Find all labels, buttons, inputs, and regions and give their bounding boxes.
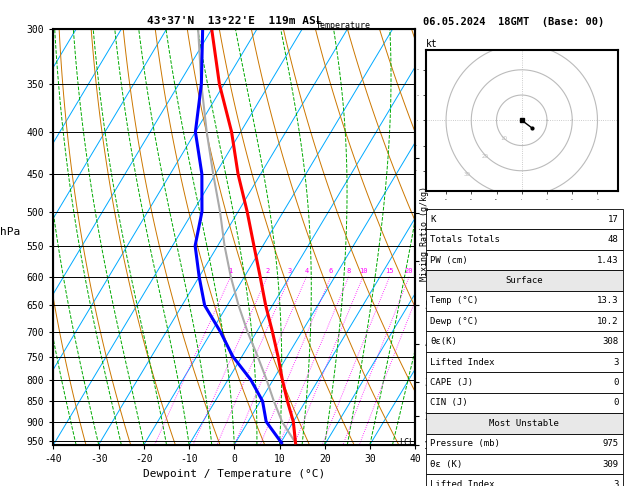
- Y-axis label: km
ASL: km ASL: [438, 237, 455, 259]
- Text: PW (cm): PW (cm): [430, 256, 468, 264]
- Text: 20: 20: [482, 154, 489, 159]
- Text: 8: 8: [347, 268, 351, 274]
- Text: Dewp (°C): Dewp (°C): [430, 317, 479, 326]
- Text: 1: 1: [228, 268, 233, 274]
- Text: 0: 0: [613, 378, 618, 387]
- Text: K: K: [430, 215, 436, 224]
- Text: CAPE (J): CAPE (J): [430, 378, 473, 387]
- Text: 10.2: 10.2: [597, 317, 618, 326]
- Text: 3: 3: [287, 268, 292, 274]
- Text: 48: 48: [608, 235, 618, 244]
- Text: kt: kt: [426, 39, 438, 49]
- Text: 309: 309: [602, 460, 618, 469]
- Text: 3: 3: [613, 358, 618, 366]
- Text: 2: 2: [265, 268, 269, 274]
- X-axis label: Dewpoint / Temperature (°C): Dewpoint / Temperature (°C): [143, 469, 325, 479]
- Text: Pressure (mb): Pressure (mb): [430, 439, 500, 448]
- Text: Lifted Index: Lifted Index: [430, 358, 495, 366]
- Text: Temp (°C): Temp (°C): [430, 296, 479, 305]
- Text: 308: 308: [602, 337, 618, 346]
- Text: θε(K): θε(K): [430, 337, 457, 346]
- Text: 6: 6: [329, 268, 333, 274]
- Text: LCL: LCL: [399, 438, 414, 447]
- Text: 10: 10: [359, 268, 367, 274]
- Text: CIN (J): CIN (J): [430, 399, 468, 407]
- Text: 0: 0: [613, 399, 618, 407]
- Text: 17: 17: [608, 215, 618, 224]
- Text: θε (K): θε (K): [430, 460, 462, 469]
- Title: 43°37'N  13°22'E  119m ASL: 43°37'N 13°22'E 119m ASL: [147, 16, 322, 26]
- Text: 06.05.2024  18GMT  (Base: 00): 06.05.2024 18GMT (Base: 00): [423, 17, 604, 27]
- Text: Lifted Index: Lifted Index: [430, 480, 495, 486]
- Y-axis label: hPa: hPa: [0, 227, 20, 237]
- Text: Mixing Ratio (g/kg): Mixing Ratio (g/kg): [420, 186, 429, 281]
- Text: 30: 30: [464, 173, 470, 177]
- Text: 10: 10: [500, 136, 507, 141]
- Text: 20: 20: [405, 268, 413, 274]
- Text: 1.43: 1.43: [597, 256, 618, 264]
- Text: 4: 4: [304, 268, 309, 274]
- Text: 15: 15: [386, 268, 394, 274]
- Text: Most Unstable: Most Unstable: [489, 419, 559, 428]
- Text: 13.3: 13.3: [597, 296, 618, 305]
- Text: Surface: Surface: [506, 276, 543, 285]
- Text: 975: 975: [602, 439, 618, 448]
- Text: 3: 3: [613, 480, 618, 486]
- Text: Temperature: Temperature: [316, 20, 370, 30]
- Text: Totals Totals: Totals Totals: [430, 235, 500, 244]
